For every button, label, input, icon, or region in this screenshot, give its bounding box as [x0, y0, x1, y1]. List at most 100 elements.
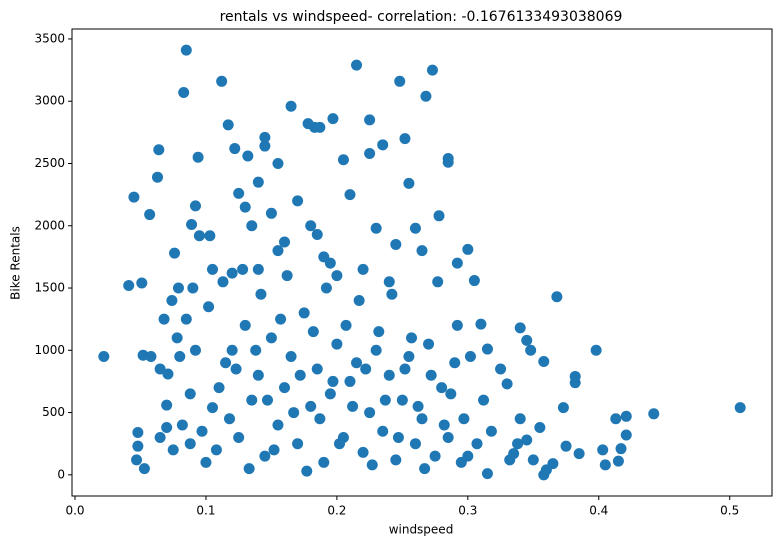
point — [279, 382, 291, 394]
point — [425, 369, 437, 381]
point — [409, 438, 421, 450]
point — [239, 201, 251, 213]
point — [292, 438, 304, 450]
point — [204, 230, 216, 242]
point — [217, 276, 229, 288]
point — [327, 375, 339, 387]
point — [540, 464, 552, 476]
point — [495, 363, 507, 375]
point — [138, 463, 150, 475]
point — [432, 276, 444, 288]
point — [353, 294, 365, 306]
point — [184, 438, 196, 450]
point — [501, 378, 513, 390]
point — [318, 251, 330, 263]
point — [161, 399, 173, 411]
point — [612, 455, 624, 467]
point — [318, 456, 330, 468]
x-tick-label: 0.1 — [196, 504, 215, 518]
point — [154, 431, 166, 443]
point — [334, 438, 346, 450]
point — [337, 154, 349, 166]
point — [298, 307, 310, 319]
point — [394, 75, 406, 87]
point — [229, 143, 241, 155]
point — [512, 438, 524, 450]
point — [224, 413, 236, 425]
y-tick-label: 2500 — [34, 156, 65, 170]
point — [538, 356, 550, 368]
point — [196, 425, 208, 437]
point — [436, 382, 448, 394]
point — [246, 220, 258, 232]
point — [167, 444, 179, 456]
point — [166, 294, 178, 306]
point — [261, 394, 273, 406]
point — [590, 344, 602, 356]
point — [534, 422, 546, 434]
point — [259, 140, 271, 152]
point — [478, 394, 490, 406]
point — [213, 382, 225, 394]
point — [132, 426, 144, 438]
point — [152, 171, 164, 183]
point — [246, 394, 258, 406]
point — [615, 443, 627, 455]
point — [357, 446, 369, 458]
point — [344, 375, 356, 387]
point — [468, 275, 480, 287]
point — [514, 322, 526, 334]
point — [406, 332, 418, 344]
point — [419, 463, 431, 475]
point — [307, 326, 319, 338]
point — [392, 431, 404, 443]
point — [521, 334, 533, 346]
point — [210, 444, 222, 456]
point — [226, 267, 238, 279]
point — [420, 90, 432, 102]
point — [386, 288, 398, 300]
point — [265, 207, 277, 219]
point — [423, 338, 435, 350]
x-axis-label: windspeed — [389, 523, 454, 537]
point — [172, 282, 184, 294]
point — [458, 413, 470, 425]
point — [268, 444, 280, 456]
point — [416, 245, 428, 257]
point — [485, 425, 497, 437]
point — [527, 454, 539, 466]
point — [569, 377, 581, 389]
point — [475, 318, 487, 330]
point — [162, 368, 174, 380]
point — [230, 363, 242, 375]
point — [252, 176, 264, 188]
point — [390, 454, 402, 466]
point — [206, 402, 218, 414]
point — [357, 263, 369, 275]
point — [222, 119, 234, 131]
point — [409, 222, 421, 234]
point — [351, 357, 363, 369]
point — [311, 363, 323, 375]
point — [239, 319, 251, 331]
point — [481, 343, 493, 355]
point — [169, 247, 181, 259]
point — [178, 87, 190, 99]
point — [351, 59, 363, 71]
point — [370, 344, 382, 356]
y-tick-label: 500 — [42, 405, 65, 419]
point — [383, 276, 395, 288]
point — [203, 301, 215, 313]
point — [216, 75, 228, 87]
point — [98, 351, 110, 363]
point — [259, 450, 271, 462]
point — [259, 131, 271, 143]
point — [305, 220, 317, 232]
point — [154, 363, 166, 375]
point — [187, 282, 199, 294]
point — [305, 400, 317, 412]
point — [412, 400, 424, 412]
point — [252, 369, 264, 381]
point — [521, 434, 533, 446]
